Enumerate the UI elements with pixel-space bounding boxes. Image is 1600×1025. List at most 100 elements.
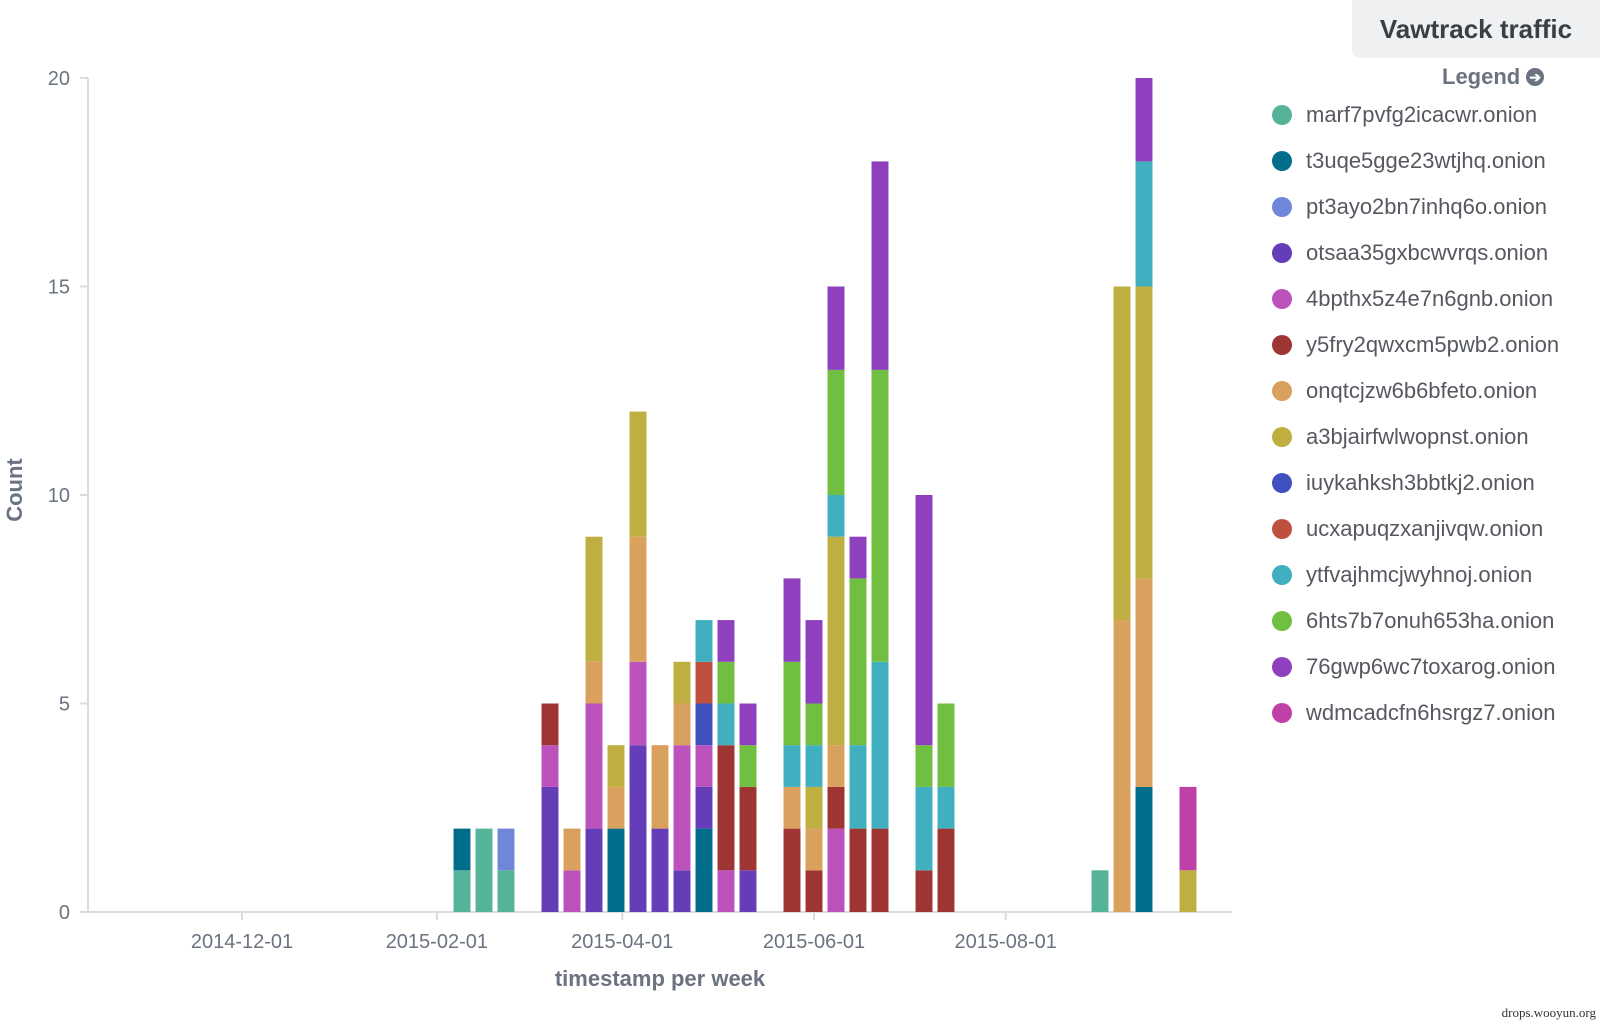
legend-item[interactable]: 4bpthx5z4e7n6gnb.onion xyxy=(1272,276,1600,322)
bar-segment[interactable] xyxy=(695,661,713,704)
bar-segment[interactable] xyxy=(629,411,647,537)
bar-segment[interactable] xyxy=(695,703,713,746)
legend-item[interactable]: wdmcadcfn6hsrgz7.onion xyxy=(1272,690,1600,736)
legend-item[interactable]: 6hts7b7onuh653ha.onion xyxy=(1272,598,1600,644)
bar-segment[interactable] xyxy=(849,536,867,579)
bar-segment[interactable] xyxy=(915,786,933,871)
bar-segment[interactable] xyxy=(629,536,647,662)
bar-segment[interactable] xyxy=(783,745,801,787)
bar-segment[interactable] xyxy=(673,745,691,871)
bar-segment[interactable] xyxy=(717,703,735,746)
bar-segment[interactable] xyxy=(607,828,625,912)
legend-toggle[interactable]: Legend ➔ xyxy=(1442,64,1545,90)
bar-segment[interactable] xyxy=(541,786,559,912)
bar-segment[interactable] xyxy=(739,703,757,746)
bar-segment[interactable] xyxy=(695,620,713,662)
bar-segment[interactable] xyxy=(497,870,515,912)
bar-segment[interactable] xyxy=(673,870,691,912)
bar-segment[interactable] xyxy=(1135,78,1153,162)
bar-segment[interactable] xyxy=(849,828,867,912)
bar-segment[interactable] xyxy=(1113,620,1131,912)
bar-segment[interactable] xyxy=(673,703,691,746)
bar-segment[interactable] xyxy=(849,745,867,829)
bar-segment[interactable] xyxy=(827,369,845,495)
bar-segment[interactable] xyxy=(739,870,757,912)
bar-segment[interactable] xyxy=(937,703,955,787)
legend-item[interactable]: iuykahksh3bbtkj2.onion xyxy=(1272,460,1600,506)
bar-segment[interactable] xyxy=(497,828,515,871)
bar-segment[interactable] xyxy=(1179,870,1197,912)
bar-segment[interactable] xyxy=(827,786,845,829)
bar-segment[interactable] xyxy=(937,828,955,912)
bar-segment[interactable] xyxy=(805,620,823,704)
bar-segment[interactable] xyxy=(1113,286,1131,621)
bar-segment[interactable] xyxy=(915,870,933,912)
bar-segment[interactable] xyxy=(871,661,889,829)
bar-segment[interactable] xyxy=(739,786,757,871)
bar-segment[interactable] xyxy=(695,786,713,829)
bar-segment[interactable] xyxy=(805,870,823,912)
legend-item[interactable]: pt3ayo2bn7inhq6o.onion xyxy=(1272,184,1600,230)
bar-segment[interactable] xyxy=(563,828,581,871)
bar-segment[interactable] xyxy=(827,536,845,746)
bar-segment[interactable] xyxy=(1179,786,1197,871)
bar-segment[interactable] xyxy=(585,661,603,704)
bar-segment[interactable] xyxy=(673,661,691,704)
legend-item[interactable]: onqtcjzw6b6bfeto.onion xyxy=(1272,368,1600,414)
bar-segment[interactable] xyxy=(871,369,889,662)
bar-segment[interactable] xyxy=(805,703,823,746)
legend-item[interactable]: 76gwp6wc7toxarog.onion xyxy=(1272,644,1600,690)
bar-segment[interactable] xyxy=(1135,161,1153,287)
legend-item[interactable]: t3uqe5gge23wtjhq.onion xyxy=(1272,138,1600,184)
bar-segment[interactable] xyxy=(629,661,647,746)
bar-segment[interactable] xyxy=(871,828,889,912)
bar-segment[interactable] xyxy=(871,161,889,370)
legend-item[interactable]: ucxapuqzxanjivqw.onion xyxy=(1272,506,1600,552)
bar-segment[interactable] xyxy=(695,745,713,787)
bar-segment[interactable] xyxy=(453,828,471,871)
bar-segment[interactable] xyxy=(827,745,845,787)
legend-item[interactable]: a3bjairfwlwopnst.onion xyxy=(1272,414,1600,460)
bar-segment[interactable] xyxy=(915,495,933,746)
bar-segment[interactable] xyxy=(805,828,823,871)
bar-segment[interactable] xyxy=(717,661,735,704)
bar-segment[interactable] xyxy=(541,703,559,746)
bar-segment[interactable] xyxy=(629,745,647,912)
bar-segment[interactable] xyxy=(453,870,471,912)
bar-segment[interactable] xyxy=(827,495,845,537)
bar-segment[interactable] xyxy=(937,786,955,829)
bar-segment[interactable] xyxy=(695,828,713,912)
bar-segment[interactable] xyxy=(739,745,757,787)
bar-segment[interactable] xyxy=(585,703,603,829)
bar-segment[interactable] xyxy=(915,745,933,787)
bar-segment[interactable] xyxy=(651,745,669,829)
bar-segment[interactable] xyxy=(475,828,493,912)
bar-segment[interactable] xyxy=(1091,870,1109,912)
legend-item[interactable]: y5fry2qwxcm5pwb2.onion xyxy=(1272,322,1600,368)
legend-item[interactable]: marf7pvfg2icacwr.onion xyxy=(1272,92,1600,138)
bar-segment[interactable] xyxy=(783,578,801,662)
bar-segment[interactable] xyxy=(607,745,625,787)
bar-segment[interactable] xyxy=(1135,786,1153,912)
bar-segment[interactable] xyxy=(849,578,867,746)
bar-segment[interactable] xyxy=(717,745,735,871)
bar-segment[interactable] xyxy=(783,828,801,912)
bar-segment[interactable] xyxy=(563,870,581,912)
bar-segment[interactable] xyxy=(585,828,603,912)
bar-segment[interactable] xyxy=(827,286,845,370)
bar-segment[interactable] xyxy=(607,786,625,829)
bar-segment[interactable] xyxy=(717,620,735,662)
bar-segment[interactable] xyxy=(541,745,559,787)
bar-segment[interactable] xyxy=(783,661,801,746)
bar-segment[interactable] xyxy=(827,828,845,912)
legend-item[interactable]: otsaa35gxbcwvrqs.onion xyxy=(1272,230,1600,276)
bar-segment[interactable] xyxy=(651,828,669,912)
bar-segment[interactable] xyxy=(1135,578,1153,787)
bar-segment[interactable] xyxy=(585,536,603,662)
bar-segment[interactable] xyxy=(717,870,735,912)
bar-segment[interactable] xyxy=(805,786,823,829)
legend-item[interactable]: ytfvajhmcjwyhnoj.onion xyxy=(1272,552,1600,598)
bar-segment[interactable] xyxy=(1135,286,1153,579)
bar-segment[interactable] xyxy=(783,786,801,829)
bar-segment[interactable] xyxy=(805,745,823,787)
